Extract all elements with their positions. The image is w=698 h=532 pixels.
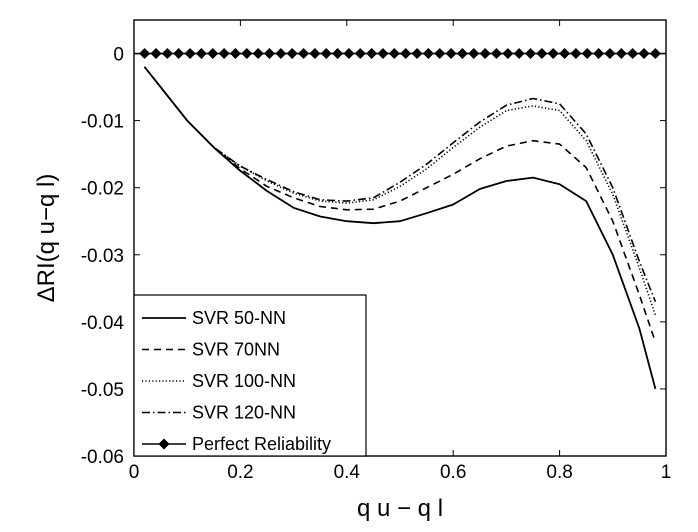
y-axis-title: ΔRI(q u−q l) xyxy=(33,174,60,303)
perfect-reliability-marker xyxy=(139,48,151,60)
perfect-reliability-marker xyxy=(615,48,627,60)
perfect-reliability-marker xyxy=(649,48,661,60)
x-tick-label: 0 xyxy=(129,462,140,483)
ticks-layer: 0 0.2 0.4 0.6 0.8 1 0 -0.01 -0.02 -0.03 -0.04 -0.05… xyxy=(81,20,672,483)
perfect-reliability-marker xyxy=(366,48,378,60)
perfect-reliability-marker xyxy=(184,48,196,60)
legend-label: SVR 120-NN xyxy=(192,403,296,423)
perfect-reliability-marker xyxy=(479,48,491,60)
perfect-reliability-marker xyxy=(298,48,310,60)
x-tick-label: 0.6 xyxy=(440,462,466,483)
perfect-reliability-marker xyxy=(343,48,355,60)
perfect-reliability-marker xyxy=(400,48,412,60)
perfect-reliability-marker xyxy=(604,48,616,60)
perfect-reliability-marker xyxy=(581,48,593,60)
y-tick-label: -0.06 xyxy=(81,447,124,468)
y-tick-label: -0.01 xyxy=(81,112,124,133)
perfect-reliability-marker xyxy=(468,48,480,60)
perfect-reliability-marker xyxy=(547,48,559,60)
series-line-svr-120-nn xyxy=(143,66,657,302)
perfect-reliability-marker xyxy=(502,48,514,60)
x-tick-label: 0.8 xyxy=(546,462,572,483)
y-tick-label: -0.05 xyxy=(81,380,124,401)
legend-label: Perfect Reliability xyxy=(192,434,331,454)
perfect-reliability-marker xyxy=(570,48,582,60)
x-axis-title: q u − q l xyxy=(357,495,443,522)
legend-box xyxy=(133,294,367,457)
legend-label: SVR 100-NN xyxy=(192,371,296,391)
perfect-reliability-marker xyxy=(263,48,275,60)
perfect-reliability-marker xyxy=(490,48,502,60)
perfect-reliability-marker xyxy=(434,48,446,60)
legend-label: SVR 70NN xyxy=(192,340,280,360)
perfect-reliability-marker xyxy=(536,48,548,60)
perfect-reliability-marker xyxy=(525,48,537,60)
perfect-reliability-marker xyxy=(559,48,571,60)
perfect-reliability-marker xyxy=(275,48,287,60)
x-tick-label: 0.4 xyxy=(334,462,361,483)
perfect-reliability-marker xyxy=(320,48,332,60)
series-line-svr-70nn xyxy=(143,66,657,343)
y-tick-label: -0.02 xyxy=(81,179,124,200)
legend-marker xyxy=(158,438,170,450)
perfect-reliability-marker xyxy=(377,48,389,60)
perfect-reliability-marker xyxy=(411,48,423,60)
perfect-reliability-marker xyxy=(332,48,344,60)
perfect-reliability-marker xyxy=(422,48,434,60)
perfect-reliability-marker xyxy=(207,48,219,60)
perfect-reliability-marker xyxy=(161,48,173,60)
perfect-reliability-marker xyxy=(241,48,253,60)
legend-label: SVR 50-NN xyxy=(192,308,286,328)
perfect-reliability-marker xyxy=(638,48,650,60)
x-tick-label: 1 xyxy=(661,462,672,483)
y-tick-label: 0 xyxy=(113,45,124,66)
perfect-reliability-marker xyxy=(309,48,321,60)
legend: SVR 50-NN SVR 70NN SVR 100-NN SVR 120-NN Per… xyxy=(133,294,367,457)
perfect-reliability-marker xyxy=(286,48,298,60)
perfect-reliability-marker xyxy=(218,48,230,60)
series-line-svr-100-nn xyxy=(143,66,657,316)
perfect-reliability-marker xyxy=(388,48,400,60)
perfect-reliability-marker xyxy=(229,48,241,60)
series-line-svr-50-nn xyxy=(143,66,657,390)
y-tick-label: -0.04 xyxy=(81,313,125,334)
axes-box xyxy=(133,19,667,457)
perfect-reliability-marker xyxy=(173,48,185,60)
perfect-reliability-marker xyxy=(150,48,162,60)
perfect-reliability-marker xyxy=(252,48,264,60)
series-layer xyxy=(134,48,666,390)
perfect-reliability-marker xyxy=(593,48,605,60)
perfect-reliability-marker xyxy=(513,48,525,60)
perfect-reliability-marker xyxy=(195,48,207,60)
y-tick-label: -0.03 xyxy=(81,246,124,267)
perfect-reliability-marker xyxy=(627,48,639,60)
x-tick-label: 0.2 xyxy=(227,462,253,483)
perfect-reliability-marker xyxy=(456,48,468,60)
perfect-reliability-marker xyxy=(445,48,457,60)
perfect-reliability-marker xyxy=(354,48,366,60)
y-axis-title-group: ΔRI(q u−q l) xyxy=(33,174,60,303)
